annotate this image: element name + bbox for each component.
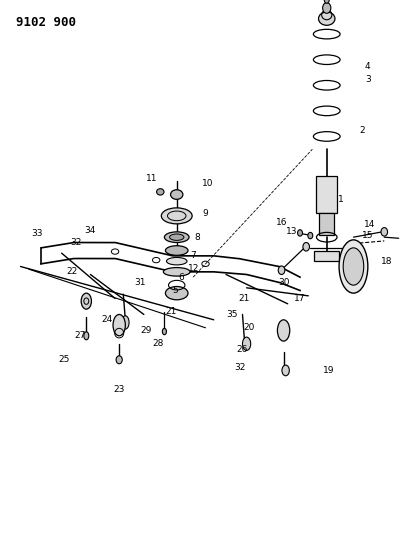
Text: 3: 3 <box>365 76 371 84</box>
Text: 35: 35 <box>226 310 238 319</box>
Text: 10: 10 <box>202 180 213 188</box>
Bar <box>314 251 339 261</box>
Text: 24: 24 <box>101 316 113 324</box>
Ellipse shape <box>324 0 329 3</box>
Text: 9102 900: 9102 900 <box>16 16 76 29</box>
Ellipse shape <box>165 246 188 255</box>
Text: 8: 8 <box>194 233 200 241</box>
Ellipse shape <box>157 189 164 195</box>
Text: 18: 18 <box>381 257 392 265</box>
Text: 31: 31 <box>134 278 145 287</box>
Text: 30: 30 <box>278 278 289 287</box>
Text: 26: 26 <box>237 345 248 353</box>
Text: 17: 17 <box>294 294 306 303</box>
Circle shape <box>303 243 309 251</box>
Text: 22: 22 <box>66 268 78 276</box>
Text: 19: 19 <box>323 366 335 375</box>
Circle shape <box>308 232 313 239</box>
Ellipse shape <box>113 314 125 336</box>
Text: 28: 28 <box>152 340 164 348</box>
Text: 13: 13 <box>286 228 298 236</box>
Text: 7: 7 <box>190 252 196 260</box>
Ellipse shape <box>161 208 192 224</box>
Ellipse shape <box>116 356 122 364</box>
Text: 29: 29 <box>140 326 152 335</box>
Ellipse shape <box>343 248 364 285</box>
Bar <box>319 213 334 235</box>
Ellipse shape <box>122 316 129 329</box>
Text: 11: 11 <box>146 174 158 183</box>
Ellipse shape <box>163 268 190 276</box>
Text: 4: 4 <box>365 62 371 71</box>
Ellipse shape <box>164 232 189 243</box>
Ellipse shape <box>242 337 251 351</box>
Text: 34: 34 <box>85 226 96 235</box>
Ellipse shape <box>277 320 290 341</box>
Text: 12: 12 <box>187 264 199 272</box>
Ellipse shape <box>339 240 368 293</box>
Text: 27: 27 <box>74 332 86 340</box>
Ellipse shape <box>171 190 183 199</box>
Text: 6: 6 <box>178 273 184 281</box>
Text: 14: 14 <box>364 221 376 229</box>
Text: 21: 21 <box>165 308 176 316</box>
Ellipse shape <box>162 328 166 335</box>
Text: 15: 15 <box>362 231 374 240</box>
Text: 32: 32 <box>235 364 246 372</box>
Circle shape <box>381 228 388 236</box>
Text: 23: 23 <box>113 385 125 393</box>
Text: 33: 33 <box>31 229 43 238</box>
Circle shape <box>298 230 302 236</box>
Ellipse shape <box>81 293 91 309</box>
Circle shape <box>278 266 285 274</box>
Ellipse shape <box>165 287 188 300</box>
Ellipse shape <box>319 12 335 25</box>
Ellipse shape <box>84 332 89 340</box>
Text: 25: 25 <box>58 356 69 364</box>
Text: 2: 2 <box>359 126 365 135</box>
Text: 1: 1 <box>338 196 344 204</box>
Ellipse shape <box>323 3 331 13</box>
Ellipse shape <box>169 234 184 240</box>
Bar <box>316 176 337 213</box>
Ellipse shape <box>282 365 289 376</box>
Ellipse shape <box>166 257 187 265</box>
Text: 9: 9 <box>203 209 208 217</box>
Text: 21: 21 <box>239 294 250 303</box>
Text: 32: 32 <box>70 238 82 247</box>
Text: 5: 5 <box>172 286 178 295</box>
Text: 16: 16 <box>276 219 287 227</box>
Text: 20: 20 <box>243 324 254 332</box>
